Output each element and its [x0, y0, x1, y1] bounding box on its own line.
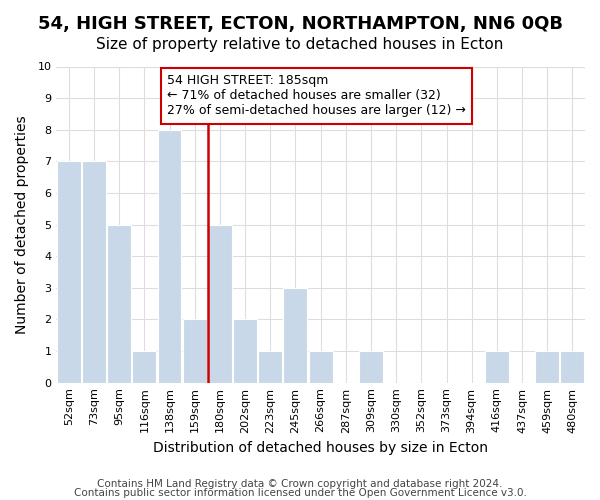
Bar [57, 162, 81, 382]
Bar [133, 351, 156, 382]
Bar [283, 288, 307, 382]
Bar [535, 351, 559, 382]
Bar [359, 351, 383, 382]
Text: 54, HIGH STREET, ECTON, NORTHAMPTON, NN6 0QB: 54, HIGH STREET, ECTON, NORTHAMPTON, NN6… [37, 15, 563, 33]
Text: Contains HM Land Registry data © Crown copyright and database right 2024.: Contains HM Land Registry data © Crown c… [97, 479, 503, 489]
Bar [308, 351, 332, 382]
Text: Size of property relative to detached houses in Ecton: Size of property relative to detached ho… [97, 38, 503, 52]
Bar [233, 320, 257, 382]
Bar [560, 351, 584, 382]
Bar [485, 351, 509, 382]
Bar [258, 351, 282, 382]
Bar [158, 130, 181, 382]
Text: 54 HIGH STREET: 185sqm
← 71% of detached houses are smaller (32)
27% of semi-det: 54 HIGH STREET: 185sqm ← 71% of detached… [167, 74, 466, 118]
X-axis label: Distribution of detached houses by size in Ecton: Distribution of detached houses by size … [153, 441, 488, 455]
Bar [107, 224, 131, 382]
Y-axis label: Number of detached properties: Number of detached properties [15, 116, 29, 334]
Bar [183, 320, 206, 382]
Bar [208, 224, 232, 382]
Text: Contains public sector information licensed under the Open Government Licence v3: Contains public sector information licen… [74, 488, 526, 498]
Bar [82, 162, 106, 382]
